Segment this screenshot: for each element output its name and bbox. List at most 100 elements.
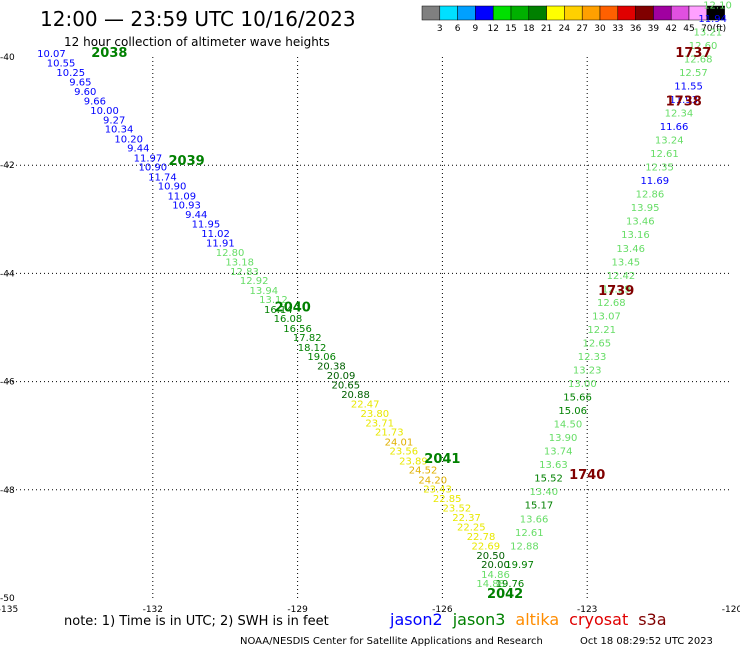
colorbar-swatch xyxy=(492,5,512,21)
data-point: 13.46 xyxy=(626,217,655,228)
data-point: 12.60 xyxy=(689,41,718,52)
data-point: 13.18 xyxy=(225,257,254,268)
data-point: 12.83 xyxy=(230,267,259,278)
data-point: 16.56 xyxy=(283,324,312,335)
data-point: 10.93 xyxy=(172,200,201,211)
data-point: 12.42 xyxy=(607,271,636,282)
colorbar-swatch xyxy=(617,5,636,21)
colorbar-value: 33 xyxy=(612,24,623,34)
data-point: 10.00 xyxy=(90,106,119,117)
colorbar-swatch xyxy=(528,5,547,21)
data-point: 12.80 xyxy=(216,248,245,259)
data-point: 9.44 xyxy=(185,210,207,221)
colorbar-swatch xyxy=(635,5,654,21)
colorbar-value: 27 xyxy=(576,24,587,34)
data-point: 22.69 xyxy=(472,541,501,552)
x-tick-label: -123 xyxy=(577,605,597,615)
track-label: 1737 xyxy=(675,46,711,61)
data-point: 13.74 xyxy=(544,447,573,458)
data-point: 10.20 xyxy=(114,134,143,145)
colorbar-value: 15 xyxy=(505,24,516,34)
colorbar-value: 18 xyxy=(523,24,535,34)
colorbar-value: 36 xyxy=(630,24,642,34)
data-point: 19.97 xyxy=(505,560,534,571)
data-point: 10.25 xyxy=(56,68,85,79)
y-tick-label: -44 xyxy=(0,269,15,279)
data-point: 12.21 xyxy=(587,325,616,336)
satellite-legend-item: s3a xyxy=(638,610,666,629)
footer-credit: NOAA/NESDIS Center for Satellite Applica… xyxy=(240,636,543,647)
data-point: 16.08 xyxy=(274,314,303,325)
data-point: 23.80 xyxy=(361,409,390,420)
data-point: 12.35 xyxy=(645,163,674,174)
data-point: 18.12 xyxy=(298,343,327,354)
data-point: 9.65 xyxy=(69,78,91,89)
data-point: 23.43 xyxy=(423,485,452,496)
data-point: 11.97 xyxy=(134,153,163,164)
data-point: 10.90 xyxy=(138,163,167,174)
data-point: 11.09 xyxy=(167,191,196,202)
data-point: 12.88 xyxy=(510,541,539,552)
colorbar-swatch xyxy=(670,5,690,21)
data-point: 11.02 xyxy=(201,229,230,240)
colorbar-swatch xyxy=(510,5,530,21)
data-point: 12.92 xyxy=(240,276,269,287)
colorbar-swatch xyxy=(706,5,725,21)
data-point: 14.88 xyxy=(476,579,505,590)
data-point: 11.94 xyxy=(698,14,727,25)
colorbar-swatch xyxy=(599,5,619,21)
data-point: 12.65 xyxy=(583,338,612,349)
data-point: 12.33 xyxy=(578,352,607,363)
data-point: 19.76 xyxy=(496,579,525,590)
data-point: 12.61 xyxy=(650,149,679,160)
x-tick-label: -120 xyxy=(722,605,740,615)
data-point: 12.29 xyxy=(602,284,631,295)
colorbar-value: 21 xyxy=(541,24,552,34)
data-point: 15.17 xyxy=(525,501,554,512)
y-tick-label: -42 xyxy=(0,161,15,171)
data-point: 24.01 xyxy=(385,437,414,448)
satellite-legend-item: jason2 xyxy=(389,610,443,629)
data-point: 11.93 xyxy=(669,95,698,106)
data-point: 15.66 xyxy=(563,393,592,404)
colorbar-swatch xyxy=(653,5,672,21)
data-point: 13.94 xyxy=(249,286,278,297)
colorbar-swatch xyxy=(457,5,476,21)
data-point: 20.50 xyxy=(476,551,505,562)
colorbar-swatch xyxy=(564,5,583,21)
colorbar-value: 39 xyxy=(648,24,660,34)
data-point: 23.52 xyxy=(443,503,472,514)
colorbar-value: 3 xyxy=(437,24,443,34)
data-point: 12.57 xyxy=(679,68,708,79)
data-point: 24.52 xyxy=(409,466,438,477)
colorbar-swatch xyxy=(475,5,494,21)
colorbar-swatch xyxy=(439,5,458,21)
data-point: 11.95 xyxy=(192,219,221,230)
data-point: 13.95 xyxy=(631,203,660,214)
colorbar-value: 9 xyxy=(473,24,479,34)
satellite-legend: jason2 jason3 altika cryosat s3a xyxy=(389,610,667,629)
data-point: 10.55 xyxy=(47,59,76,70)
colorbar-value: 42 xyxy=(665,24,676,34)
data-point: 24.20 xyxy=(418,475,447,486)
colorbar-value: 24 xyxy=(559,24,571,34)
satellite-legend-item: cryosat xyxy=(569,610,628,629)
track-label: 1738 xyxy=(666,95,702,110)
data-point: 22.85 xyxy=(433,494,462,505)
colorbar-swatch xyxy=(581,5,601,21)
data-point: 22.25 xyxy=(457,522,486,533)
colorbar: 3 6 9 12 15 18 21 24 27 30 33 36 39 42 45 70 (ft) xyxy=(421,5,726,34)
track-label: 2042 xyxy=(487,587,523,602)
data-point: 20.09 xyxy=(327,371,356,382)
colorbar-swatch xyxy=(546,5,565,21)
x-tick-label: -129 xyxy=(287,605,308,615)
footer-note: note: 1) Time is in UTC; 2) SWH is in fe… xyxy=(64,614,329,629)
data-point: 15.06 xyxy=(558,406,587,417)
data-point: 13.24 xyxy=(655,136,684,147)
data-point: 15.52 xyxy=(534,474,563,485)
y-tick-label: -40 xyxy=(0,53,15,63)
data-point: 23.71 xyxy=(365,419,394,430)
data-point: 9.60 xyxy=(74,87,96,98)
x-tick-label: -132 xyxy=(143,605,163,615)
data-point: 21.73 xyxy=(375,428,404,439)
